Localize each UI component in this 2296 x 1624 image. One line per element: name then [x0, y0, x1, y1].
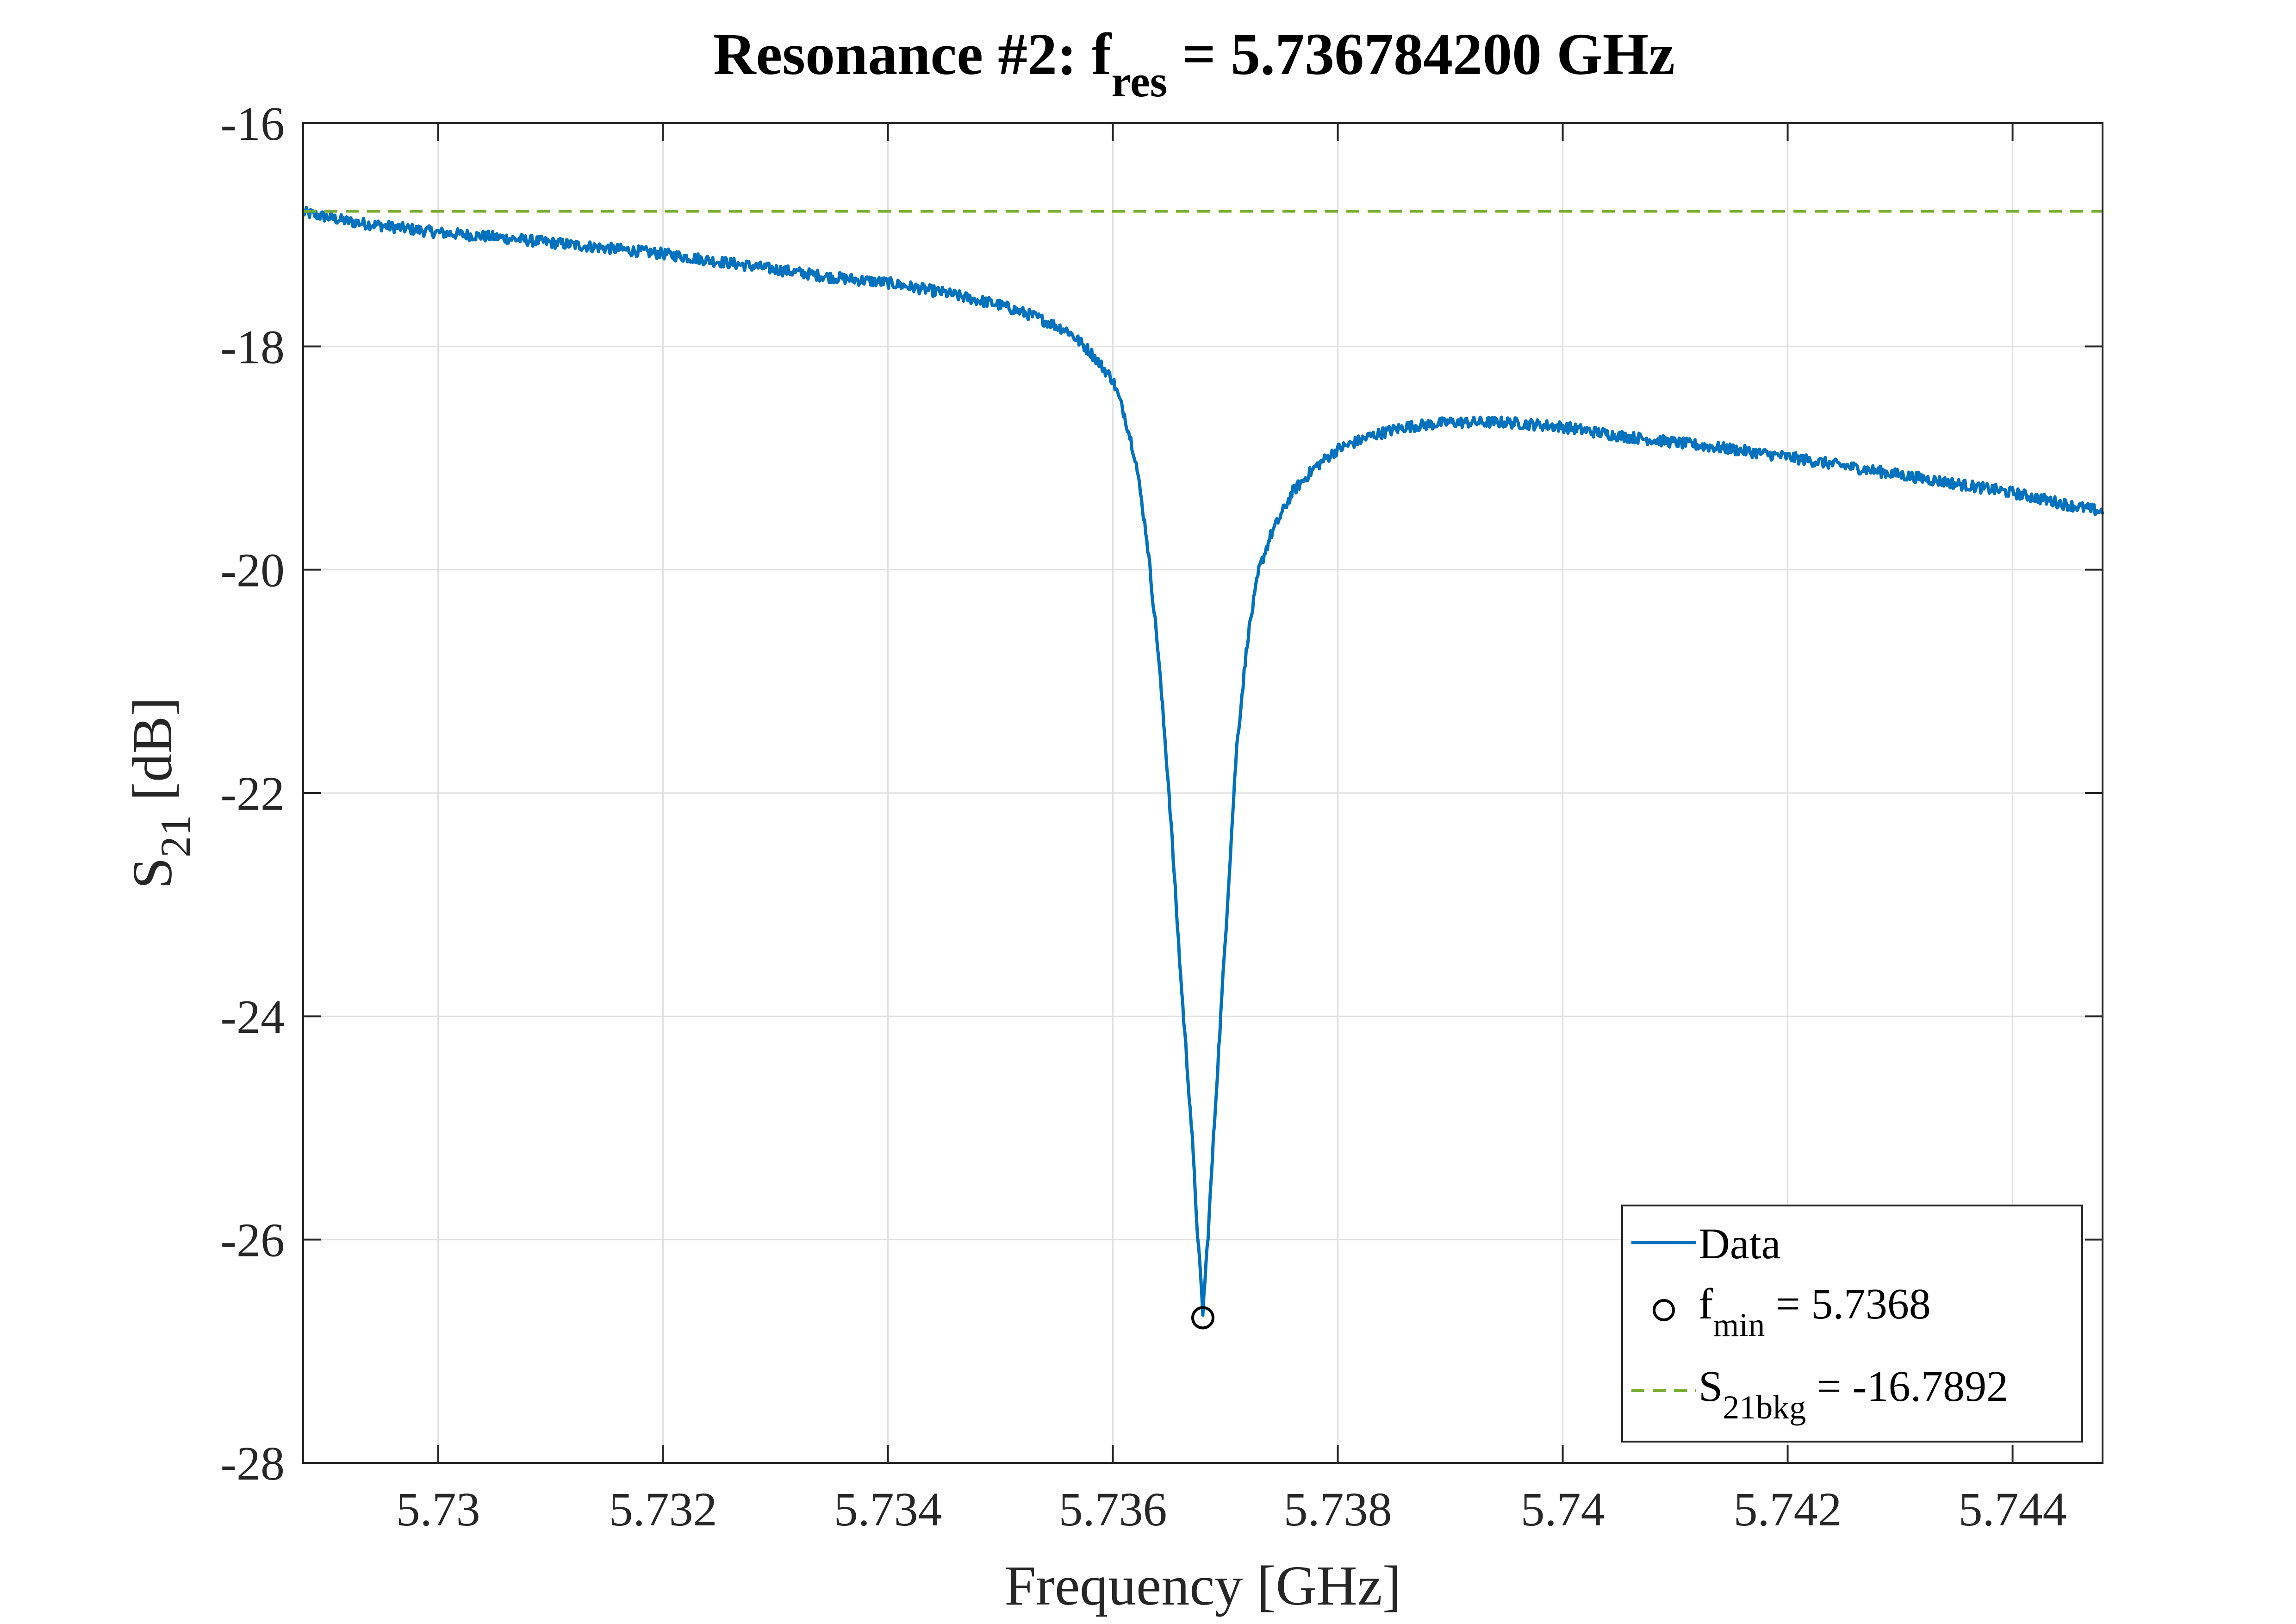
y-tick-label: -16 — [220, 97, 285, 150]
y-axis-label-subscript: 21 — [152, 815, 199, 857]
legend-label-fmin-subscript: min — [1713, 1306, 1765, 1343]
x-tick-label: 5.742 — [1734, 1483, 1842, 1536]
legend-label-bkg-suffix: = -16.7892 — [1806, 1362, 2008, 1411]
chart-title-suffix: = 5.736784200 GHz — [1167, 21, 1675, 87]
series-line-data — [301, 206, 2104, 1317]
y-axis-label: S21 [dB] — [121, 697, 199, 889]
axis-ticks — [303, 122, 2103, 1464]
y-tick-label: -26 — [220, 1214, 285, 1267]
y-tick-label: -24 — [220, 990, 285, 1043]
legend-box — [1621, 1205, 2083, 1443]
legend-label-data: Data — [1699, 1220, 1780, 1268]
chart-title: Resonance #2: fres = 5.736784200 GHz — [713, 21, 1675, 106]
x-tick-label: 5.732 — [609, 1483, 717, 1536]
x-axis-label: Frequency [GHz] — [1004, 1555, 1401, 1617]
chart-title-subscript: res — [1111, 56, 1167, 106]
y-tick-label: -20 — [220, 544, 285, 597]
legend-swatch-fmin — [1653, 1299, 1675, 1321]
series-layer — [301, 206, 2104, 1330]
legend-label-bkg-main: S — [1699, 1362, 1723, 1411]
x-tick-label: 5.73 — [396, 1483, 480, 1536]
fmin-marker — [1191, 1306, 1214, 1330]
legend-label-bkg-subscript: 21bkg — [1723, 1389, 1806, 1426]
y-axis-label-suffix: [dB] — [121, 697, 184, 815]
x-tick-label: 5.736 — [1059, 1483, 1167, 1536]
legend-label-bkg: S21bkg = -16.7892 — [1699, 1362, 2008, 1426]
y-axis-label-main: S — [121, 857, 184, 889]
x-tick-label: 5.734 — [834, 1483, 942, 1536]
y-tick-label: -28 — [220, 1437, 285, 1490]
legend-label-fmin: fmin = 5.7368 — [1699, 1280, 1931, 1343]
chart-title-main: Resonance #2: f — [713, 21, 1112, 87]
x-tick-label: 5.744 — [1959, 1483, 2067, 1536]
x-tick-label: 5.738 — [1284, 1483, 1392, 1536]
legend: Data fmin = 5.7368 S21bkg = -16.7892 — [1621, 1205, 2083, 1443]
x-tick-label: 5.74 — [1521, 1483, 1605, 1536]
y-tick-label: -22 — [220, 767, 285, 820]
legend-label-fmin-suffix: = 5.7368 — [1765, 1280, 1931, 1328]
y-tick-label: -18 — [220, 320, 285, 374]
legend-label-fmin-main: f — [1699, 1280, 1713, 1328]
